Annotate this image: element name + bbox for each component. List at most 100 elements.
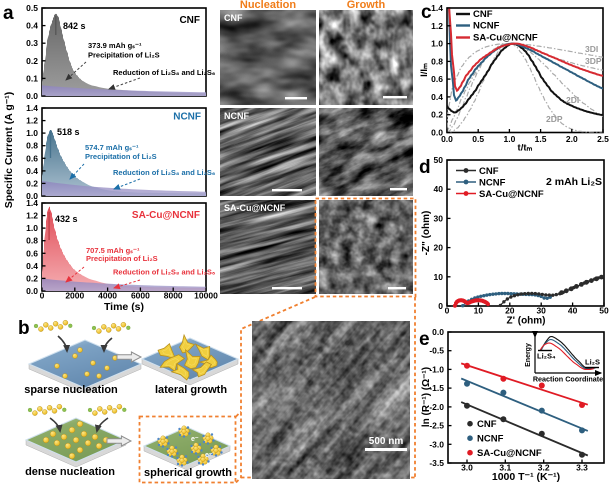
svg-text:e⁻: e⁻ [191,436,199,443]
svg-text:1.4: 1.4 [26,198,38,208]
svg-text:1.2: 1.2 [26,116,38,126]
svg-text:1.0: 1.0 [26,223,38,233]
svg-text:t/tₘ: t/tₘ [518,143,533,154]
svg-text:CNF: CNF [179,15,200,26]
svg-text:0.4: 0.4 [26,261,38,271]
svg-text:CNF: CNF [224,13,243,23]
svg-text:3.0: 3.0 [461,463,473,473]
svg-text:0.0: 0.0 [26,286,38,296]
svg-text:1.2: 1.2 [431,21,443,31]
svg-text:3DP: 3DP [585,56,602,66]
svg-text:-2.0: -2.0 [429,402,444,412]
svg-text:3.2: 3.2 [538,463,550,473]
svg-text:1.2: 1.2 [26,211,38,221]
svg-text:Specific Current (A g⁻¹): Specific Current (A g⁻¹) [3,92,15,209]
svg-text:a: a [3,3,14,24]
svg-text:0.1: 0.1 [26,73,38,83]
svg-text:1.0: 1.0 [26,128,38,138]
svg-text:NCNF: NCNF [473,21,500,32]
svg-text:1.4: 1.4 [431,3,443,13]
svg-text:373.9 mAh gₛ⁻¹: 373.9 mAh gₛ⁻¹ [88,41,142,50]
svg-text:518 s: 518 s [57,127,80,137]
svg-text:8000: 8000 [164,291,183,301]
svg-text:432 s: 432 s [55,214,78,224]
svg-text:-1.0: -1.0 [429,364,444,374]
svg-text:-3.5: -3.5 [429,458,444,468]
svg-text:NCNF: NCNF [173,112,201,123]
svg-text:-Z" (ohm): -Z" (ohm) [421,211,432,256]
svg-text:Z' (ohm): Z' (ohm) [506,316,545,327]
svg-text:6000: 6000 [131,291,150,301]
svg-text:500 nm: 500 nm [369,436,404,447]
svg-text:Reduction of Li₂S₈ and Li₂S₆: Reduction of Li₂S₈ and Li₂S₆ [113,68,215,77]
svg-text:0.6: 0.6 [431,74,443,84]
svg-text:0.6: 0.6 [26,248,38,258]
svg-text:spherical growth: spherical growth [144,467,232,479]
svg-text:b: b [18,318,30,339]
svg-text:Reduction of Li₂S₈ and Li₂S₆: Reduction of Li₂S₈ and Li₂S₆ [113,268,215,277]
svg-text:3.3: 3.3 [576,463,588,473]
svg-text:SA-Cu@NCNF: SA-Cu@NCNF [477,448,542,459]
svg-text:0: 0 [40,291,45,301]
svg-text:2000: 2000 [65,291,84,301]
svg-text:I/Iₘ: I/Iₘ [419,63,430,77]
svg-text:707.5 mAh gₛ⁻¹: 707.5 mAh gₛ⁻¹ [86,246,140,255]
svg-text:e: e [419,329,430,350]
svg-text:10: 10 [434,272,444,282]
svg-text:2.5: 2.5 [597,134,609,144]
svg-text:0.4: 0.4 [26,21,38,31]
svg-text:0: 0 [445,306,450,316]
svg-text:0.8: 0.8 [26,141,38,151]
svg-text:1.0: 1.0 [431,39,443,49]
svg-text:0.0: 0.0 [441,134,453,144]
svg-text:20: 20 [505,306,515,316]
svg-text:Li₂S: Li₂S [585,358,600,367]
svg-text:Precipitation of Li₂S: Precipitation of Li₂S [86,254,158,263]
svg-text:0.3: 0.3 [26,38,38,48]
svg-text:1000 T⁻¹ (K⁻¹): 1000 T⁻¹ (K⁻¹) [492,471,560,483]
svg-text:2.0: 2.0 [566,134,578,144]
svg-text:574.7 mAh gₛ⁻¹: 574.7 mAh gₛ⁻¹ [85,143,139,152]
svg-text:2 mAh Li₂S: 2 mAh Li₂S [546,176,602,188]
svg-text:dense nucleation: dense nucleation [25,466,115,478]
svg-text:SA-Cu@NCNF: SA-Cu@NCNF [132,210,200,221]
svg-text:0.4: 0.4 [26,166,38,176]
svg-text:40: 40 [568,306,578,316]
svg-text:2DP: 2DP [546,114,563,124]
svg-text:ln (R⁻¹) (Ω⁻¹): ln (R⁻¹) (Ω⁻¹) [421,367,432,427]
svg-text:0.0: 0.0 [432,327,444,337]
svg-text:Precipitation of Li₂S: Precipitation of Li₂S [88,51,160,60]
svg-text:-2.5: -2.5 [429,421,444,431]
svg-text:SA-Cu@NCNF: SA-Cu@NCNF [473,33,538,44]
svg-text:1.5: 1.5 [535,134,547,144]
svg-text:50: 50 [434,155,444,165]
svg-text:CNF: CNF [473,9,493,20]
svg-text:NCNF: NCNF [479,178,506,189]
svg-text:-1.5: -1.5 [429,383,444,393]
svg-text:10000: 10000 [194,291,218,301]
svg-text:0.2: 0.2 [26,273,38,283]
svg-text:0.5: 0.5 [26,3,38,13]
svg-text:Li₂S₄: Li₂S₄ [537,352,556,361]
svg-text:Reduction of Li₂S₈ and Li₂S₆: Reduction of Li₂S₈ and Li₂S₆ [113,168,215,177]
svg-text:0.2: 0.2 [26,178,38,188]
svg-text:0.8: 0.8 [26,236,38,246]
svg-text:20: 20 [434,243,444,253]
svg-text:Growth: Growth [347,0,386,11]
svg-text:CNF: CNF [479,166,499,177]
svg-text:CNF: CNF [477,419,497,430]
svg-text:d: d [419,157,431,178]
svg-text:Energy: Energy [525,343,532,367]
svg-text:0.0: 0.0 [431,128,443,138]
svg-text:Precipitation of Li₂S: Precipitation of Li₂S [85,152,157,161]
svg-text:3DI: 3DI [585,44,598,54]
svg-text:2DI: 2DI [566,95,579,105]
svg-text:1.4: 1.4 [26,103,38,113]
svg-text:Time (s): Time (s) [104,301,144,313]
svg-text:50: 50 [599,306,609,316]
svg-text:3.1: 3.1 [499,463,511,473]
svg-text:0.2: 0.2 [431,110,443,120]
svg-text:10: 10 [474,306,484,316]
svg-text:Reaction Coordinate: Reaction Coordinate [533,375,603,384]
svg-text:-0.5: -0.5 [429,346,444,356]
